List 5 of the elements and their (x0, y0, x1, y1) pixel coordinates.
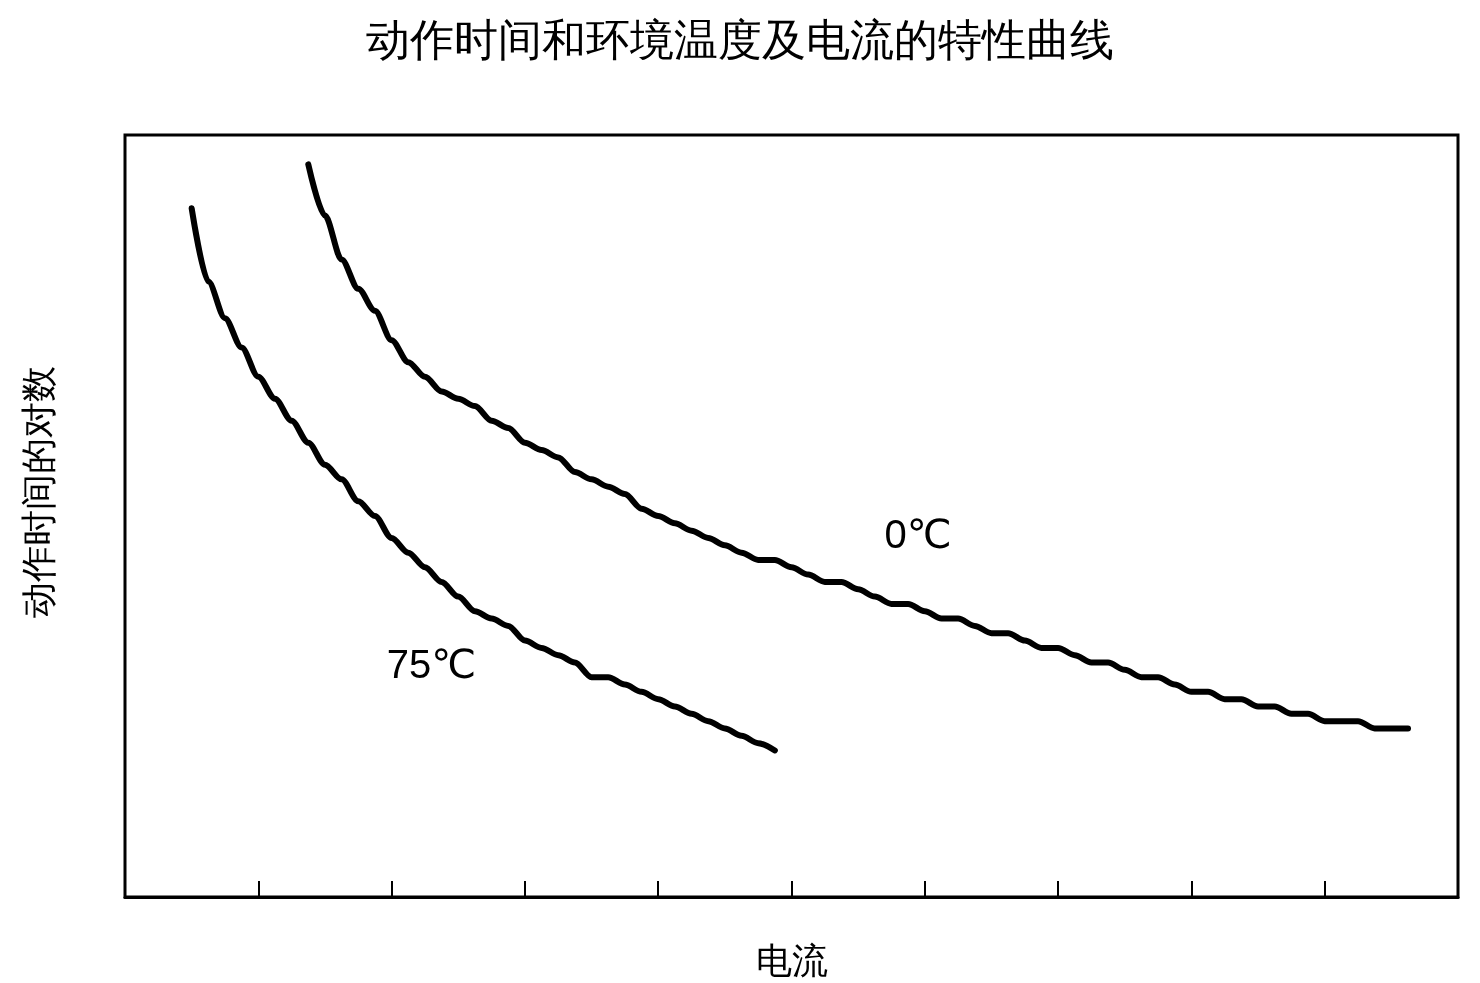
chart-title: 动作时间和环境温度及电流的特性曲线 (366, 14, 1114, 64)
series-label: 75℃ (386, 641, 477, 686)
x-axis-title: 电流 (755, 939, 828, 981)
series-label: 0℃ (884, 512, 952, 557)
y-axis-title: 动作时间的对数 (17, 365, 59, 618)
